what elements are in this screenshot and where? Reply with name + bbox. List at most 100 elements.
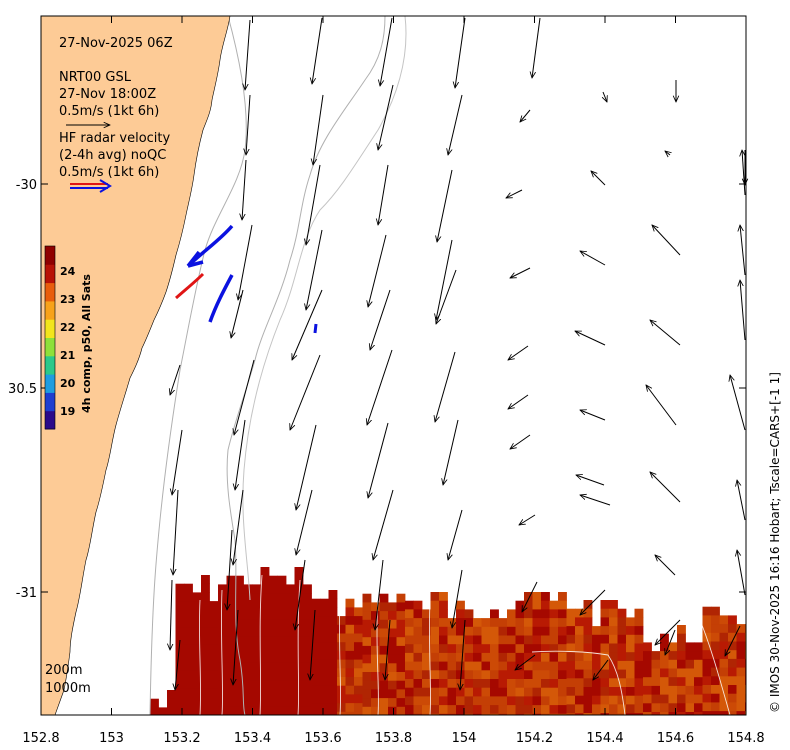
colorbar-tick: 22 bbox=[60, 321, 75, 334]
contour-extra bbox=[242, 16, 407, 601]
current-arrow bbox=[231, 289, 244, 338]
current-arrow bbox=[238, 224, 253, 300]
current-arrow bbox=[246, 94, 251, 155]
current-arrow bbox=[655, 555, 676, 576]
current-arrow bbox=[580, 251, 606, 266]
current-arrow bbox=[580, 589, 606, 615]
current-arrow bbox=[665, 151, 670, 155]
current-arrow bbox=[370, 289, 391, 350]
current-arrow bbox=[245, 19, 251, 90]
colorbar-tick: 23 bbox=[60, 293, 75, 306]
x-tick-label: 154.2 bbox=[516, 731, 553, 746]
y-axis: -30 30.5 -31 bbox=[8, 178, 37, 601]
current-arrow bbox=[368, 234, 387, 307]
current-arrow bbox=[367, 349, 393, 425]
colorbar: 24 23 22 21 20 19 4h comp, p50, All Sats bbox=[44, 245, 93, 430]
current-arrow bbox=[519, 514, 536, 525]
colorbar-step bbox=[45, 410, 55, 430]
x-tick-label: 154.6 bbox=[657, 731, 694, 746]
x-tick-label: 153 bbox=[99, 731, 124, 746]
current-arrow bbox=[515, 654, 536, 670]
current-arrow bbox=[175, 639, 181, 690]
land-mass bbox=[41, 16, 231, 715]
current-arrow bbox=[646, 385, 677, 426]
current-arrow bbox=[580, 410, 606, 421]
model-current-arrows bbox=[170, 17, 746, 690]
legend-text: 27-Nov-2025 06Z NRT00 GSL 27-Nov 18:00Z … bbox=[59, 36, 173, 193]
current-arrow bbox=[460, 619, 466, 690]
colorbar-step bbox=[45, 246, 55, 265]
credit-text: © IMOS 30-Nov-2025 16:16 Hobart; Tscale=… bbox=[768, 372, 782, 713]
radar-vector-red bbox=[175, 272, 205, 300]
colorbar-tick: 24 bbox=[60, 265, 76, 278]
current-arrow bbox=[652, 225, 681, 256]
current-arrow bbox=[378, 84, 394, 150]
current-arrow bbox=[591, 171, 606, 186]
colorbar-step bbox=[45, 392, 55, 412]
current-arrow bbox=[296, 424, 317, 510]
radar-averaging: (2-4h avg) noQC bbox=[59, 148, 166, 163]
map-datetime: 27-Nov-2025 06Z bbox=[59, 36, 173, 51]
x-tick-label: 154 bbox=[452, 731, 477, 746]
current-arrow bbox=[380, 17, 393, 86]
current-arrow bbox=[506, 189, 523, 198]
current-arrow bbox=[650, 472, 681, 503]
current-arrow bbox=[312, 17, 323, 84]
x-tick-label: 153.6 bbox=[304, 731, 341, 746]
current-arrow bbox=[452, 569, 463, 628]
current-arrow bbox=[173, 489, 179, 575]
current-arrow bbox=[437, 169, 453, 242]
radar-vector-blue bbox=[313, 323, 318, 334]
x-tick-label: 154.4 bbox=[586, 731, 623, 746]
sst-field bbox=[150, 567, 746, 715]
x-tick-label: 153.4 bbox=[234, 731, 271, 746]
current-arrow bbox=[448, 94, 463, 155]
current-arrow bbox=[655, 619, 681, 645]
current-arrow bbox=[368, 422, 389, 498]
model-name: NRT00 GSL bbox=[59, 70, 132, 85]
contour-label-200m: 200m bbox=[45, 663, 82, 678]
contour-1000m bbox=[226, 16, 386, 715]
contour-label-1000m: 1000m bbox=[45, 681, 91, 696]
colorbar-gradient bbox=[45, 246, 55, 430]
current-arrow bbox=[385, 619, 391, 680]
y-tick-label: 30.5 bbox=[8, 382, 37, 397]
colorbar-step bbox=[45, 374, 55, 393]
colorbar-step bbox=[45, 337, 55, 357]
model-time: 27-Nov 18:00Z bbox=[59, 87, 156, 102]
current-arrow bbox=[443, 419, 459, 485]
current-arrow bbox=[740, 280, 746, 341]
colorbar-step bbox=[45, 319, 55, 338]
current-arrow bbox=[306, 229, 323, 310]
current-arrow bbox=[737, 480, 746, 521]
current-arrow bbox=[737, 550, 746, 596]
current-arrow bbox=[296, 489, 313, 555]
radar-title: HF radar velocity bbox=[59, 131, 171, 146]
current-arrow bbox=[575, 330, 606, 346]
current-arrow bbox=[532, 17, 541, 78]
current-arrow bbox=[522, 581, 538, 612]
current-arrow bbox=[292, 289, 323, 360]
radar-scale-arrow bbox=[70, 179, 112, 193]
current-arrow bbox=[170, 579, 172, 650]
current-arrow bbox=[603, 91, 607, 102]
colorbar-step bbox=[45, 282, 55, 302]
current-arrow bbox=[234, 359, 255, 435]
current-arrow bbox=[593, 659, 609, 680]
colorbar-tick: 19 bbox=[60, 405, 75, 418]
colorbar-tick: 21 bbox=[60, 349, 75, 362]
current-arrow bbox=[436, 239, 453, 320]
current-arrow bbox=[170, 364, 181, 395]
y-tick-label: -30 bbox=[16, 178, 37, 193]
current-arrow bbox=[510, 267, 531, 278]
y-tick-label: -31 bbox=[16, 586, 37, 601]
current-arrow bbox=[580, 495, 611, 506]
x-axis: 152.8 153 153.2 153.4 153.6 153.8 154 15… bbox=[22, 731, 764, 746]
colorbar-step bbox=[45, 355, 55, 375]
current-arrow bbox=[378, 164, 389, 225]
radar-scale: 0.5m/s (1kt 6h) bbox=[59, 165, 159, 180]
x-tick-label: 153.8 bbox=[375, 731, 412, 746]
current-arrow bbox=[310, 609, 316, 680]
colorbar-label: 4h comp, p50, All Sats bbox=[80, 274, 93, 413]
